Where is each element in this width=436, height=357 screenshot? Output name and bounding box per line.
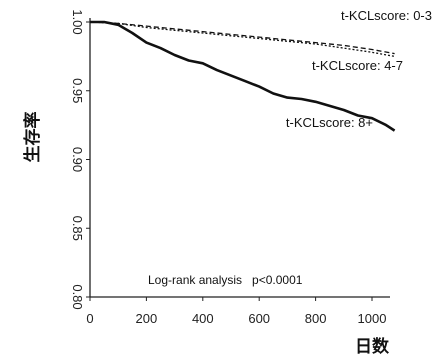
- series-line-4-7: [89, 21, 395, 58]
- x-tick-label: 600: [248, 311, 270, 326]
- y-tick-label: 0.90: [70, 147, 85, 172]
- series-labels: t-KCLscore: 0-3 t-KCLscore: 4-7 t-KCLsco…: [286, 8, 432, 130]
- series-label-0-3: t-KCLscore: 0-3: [341, 8, 432, 23]
- y-axis-title: 生存率: [22, 112, 42, 163]
- series-lines: [89, 20, 396, 132]
- x-axis-title: 日数: [355, 336, 390, 356]
- annotation-logrank: Log-rank analysis p<0.0001: [148, 273, 303, 287]
- x-tick-label: 400: [192, 311, 214, 326]
- x-tick-label: 800: [305, 311, 327, 326]
- series-line-8plus: [90, 20, 396, 132]
- x-tick-label: 200: [136, 311, 158, 326]
- y-tick-label: 0.80: [70, 284, 85, 309]
- y-tick-label: 0.95: [70, 78, 85, 103]
- series-label-4-7: t-KCLscore: 4-7: [312, 58, 403, 73]
- y-tick-label: 0.85: [70, 216, 85, 241]
- x-ticks: 0 200 400 600 800 1000: [86, 297, 386, 326]
- y-tick-label: 1.00: [70, 9, 85, 34]
- x-tick-label: 1000: [358, 311, 387, 326]
- y-ticks: 0.80 0.85 0.90 0.95 1.00: [70, 9, 90, 310]
- axes: [89, 18, 390, 298]
- series-label-8plus: t-KCLscore: 8+: [286, 115, 373, 130]
- x-tick-label: 0: [86, 311, 93, 326]
- series-line-0-3: [89, 21, 395, 55]
